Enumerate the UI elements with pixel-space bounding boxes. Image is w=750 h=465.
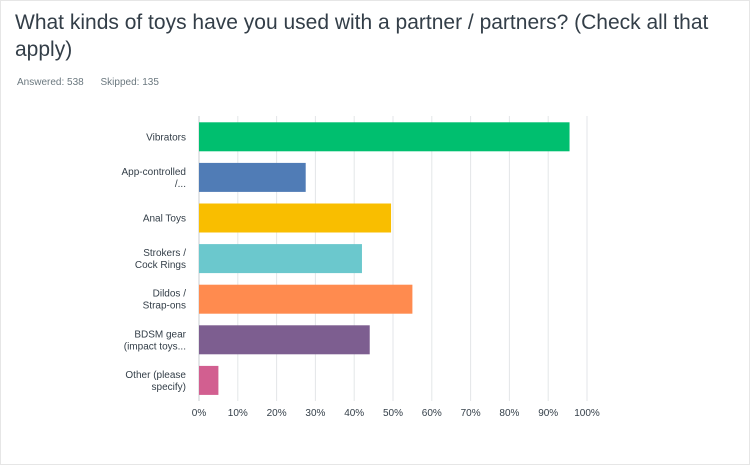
category-label: BDSM gear (impact toys... bbox=[124, 329, 187, 352]
category-label-line: Other (please bbox=[125, 370, 186, 381]
x-tick-label: 20% bbox=[267, 408, 287, 419]
bar[interactable] bbox=[199, 162, 306, 192]
skipped-count: Skipped: 135 bbox=[100, 77, 159, 88]
bar[interactable] bbox=[199, 122, 570, 152]
category-label-line: Vibrators bbox=[146, 132, 186, 143]
category-label-line: /... bbox=[175, 179, 186, 190]
x-tick-label: 10% bbox=[228, 408, 248, 419]
category-label-line: specify) bbox=[152, 382, 186, 393]
x-tick-label: 40% bbox=[344, 408, 364, 419]
bar[interactable] bbox=[199, 203, 392, 233]
x-tick-label: 0% bbox=[192, 408, 207, 419]
answered-count: Answered: 538 bbox=[17, 77, 84, 88]
question-title: What kinds of toys have you used with a … bbox=[15, 11, 709, 61]
category-label: Strokers / Cock Rings bbox=[135, 248, 186, 271]
x-tick-label: 70% bbox=[461, 408, 481, 419]
response-stats: Answered: 538 Skipped: 135 bbox=[17, 77, 173, 88]
category-label-line: App-controlled bbox=[122, 167, 186, 178]
category-label-line: (impact toys... bbox=[124, 341, 186, 352]
category-label-line: Anal Toys bbox=[143, 214, 186, 225]
category-label: Anal Toys bbox=[143, 214, 186, 225]
bar[interactable] bbox=[199, 244, 362, 274]
category-label-line: Dildos / bbox=[153, 289, 187, 300]
category-label-line: Strokers / bbox=[143, 248, 186, 259]
x-tick-label: 50% bbox=[383, 408, 403, 419]
category-label: Other (please specify) bbox=[125, 370, 186, 393]
x-tick-label: 90% bbox=[538, 408, 558, 419]
x-tick-label: 30% bbox=[305, 408, 325, 419]
category-label-line: BDSM gear bbox=[134, 329, 186, 340]
bar[interactable] bbox=[199, 365, 219, 395]
bar[interactable] bbox=[199, 325, 370, 355]
x-tick-label: 60% bbox=[422, 408, 442, 419]
category-label-line: Cock Rings bbox=[135, 260, 186, 271]
x-tick-label: 100% bbox=[574, 408, 600, 419]
category-label: Dildos / Strap-ons bbox=[143, 289, 187, 312]
bar[interactable] bbox=[199, 284, 413, 314]
category-label: App-controlled/... bbox=[122, 167, 186, 190]
category-label: Vibrators bbox=[146, 132, 186, 143]
x-tick-label: 80% bbox=[499, 408, 519, 419]
category-label-line: Strap-ons bbox=[143, 301, 186, 312]
